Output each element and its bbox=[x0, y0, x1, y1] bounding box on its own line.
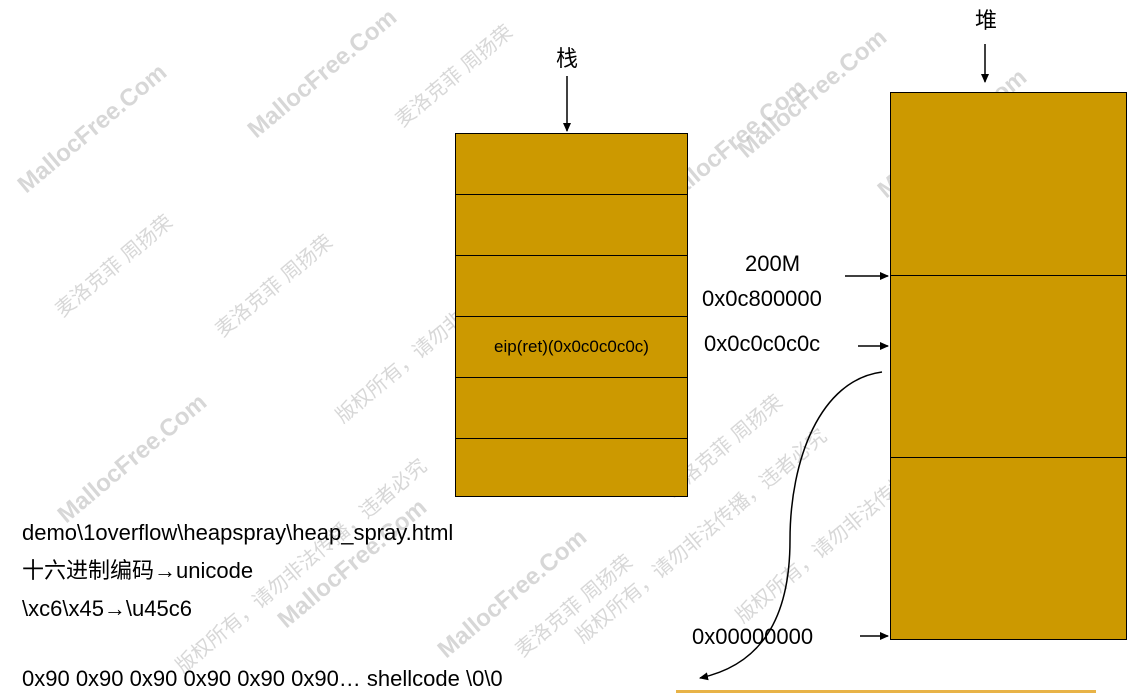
note-path: demo\1overflow\heapspray\heap_spray.html bbox=[22, 520, 454, 545]
heap-title: 堆 bbox=[975, 8, 998, 33]
note-payload: 0x90 0x90 0x90 0x90 0x90 0x90… shellcode… bbox=[22, 666, 503, 691]
stack-cell bbox=[455, 438, 688, 497]
heap-cell bbox=[890, 275, 1127, 458]
address-top-label: 0x0c800000 bbox=[702, 286, 822, 311]
note-example: \xc6\x45→\u45c6 bbox=[22, 596, 192, 621]
stack-cell bbox=[455, 255, 688, 317]
address-mid-label: 0x0c0c0c0c bbox=[704, 331, 821, 356]
payload-curve-arrow bbox=[699, 371, 883, 681]
address-zero-label: 0x00000000 bbox=[692, 624, 814, 649]
stack-title: 栈 bbox=[556, 46, 579, 71]
heap-cell bbox=[890, 92, 1127, 276]
note-encoding: 十六进制编码→unicode bbox=[22, 558, 254, 583]
bottom-accent-line bbox=[676, 690, 1096, 693]
heap-cell bbox=[890, 457, 1127, 640]
stack-cell-eip: eip(ret)(0x0c0c0c0c) bbox=[455, 316, 688, 378]
size-label: 200M bbox=[745, 251, 801, 276]
